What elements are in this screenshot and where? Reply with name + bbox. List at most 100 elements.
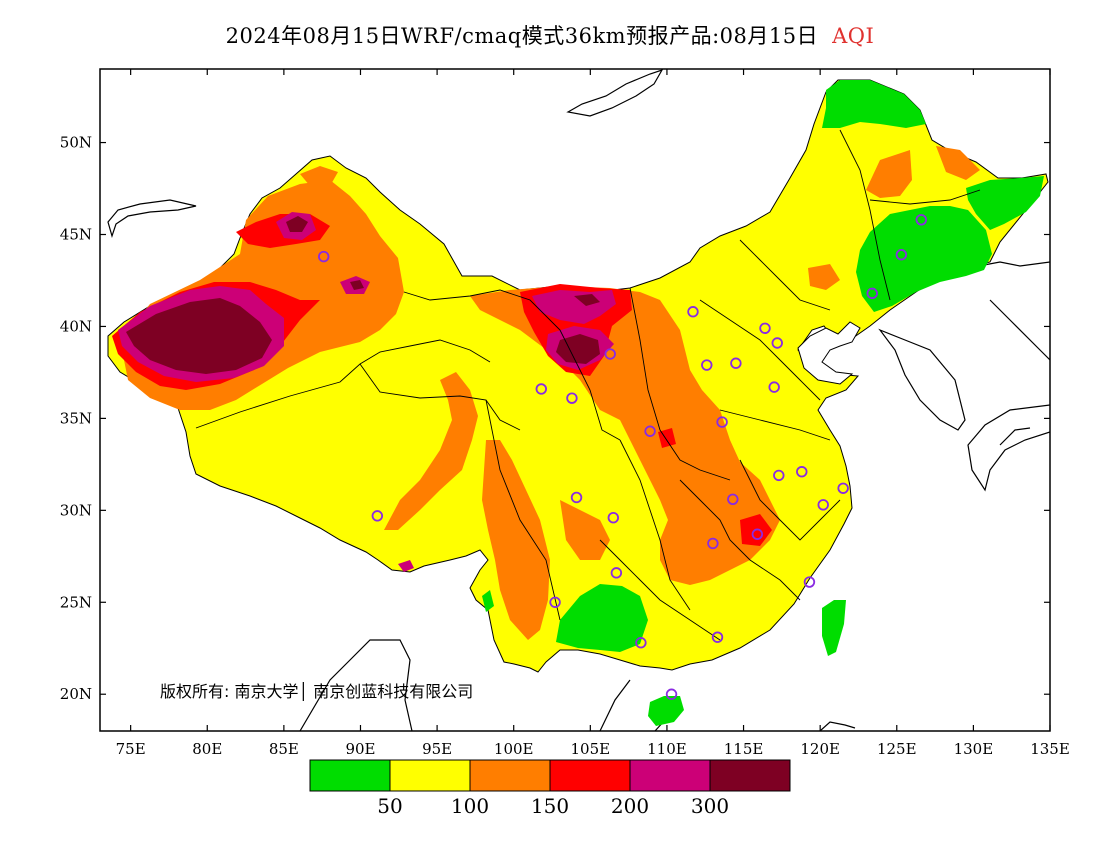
- green-hainan: [648, 696, 684, 726]
- copyright-text: 版权所有: 南京大学│ 南京创蓝科技有限公司: [160, 681, 473, 701]
- y-tick-label: 40N: [60, 317, 92, 335]
- station-marker: [644, 425, 656, 437]
- boundary-gansu: [403, 289, 621, 441]
- orange-north-central: [470, 286, 780, 585]
- boundary-xinjiang-tibet: [195, 339, 491, 429]
- station-marker: [727, 493, 739, 506]
- station-marker: [759, 322, 771, 334]
- station-marker: [817, 499, 829, 511]
- station-marker: [607, 511, 620, 524]
- coastline-balkhash: [107, 199, 197, 239]
- x-tick-label: 105E: [571, 740, 611, 758]
- coastline-japan: [967, 404, 1050, 492]
- aqi-green-zones: [482, 80, 1044, 726]
- green-greater-khingan: [822, 80, 926, 128]
- legend-label: 50: [377, 794, 402, 818]
- maroon-turpan: [350, 280, 364, 290]
- station-marker: [796, 466, 808, 478]
- x-tick-label: 95E: [422, 740, 452, 758]
- maroon-ordos: [556, 334, 600, 364]
- orange-altay: [300, 166, 338, 186]
- boundary-south-central: [679, 479, 801, 601]
- boundary-guizhou-guangxi: [599, 539, 721, 641]
- station-marker: [711, 631, 724, 643]
- green-yunnan-south: [556, 584, 648, 652]
- station-marker: [895, 249, 908, 261]
- station-marker: [665, 688, 678, 700]
- boundary-shanxi-shaanxi: [629, 287, 731, 481]
- station-marker: [773, 469, 785, 482]
- x-tick-label: 135E: [1030, 740, 1070, 758]
- station-marker: [751, 528, 764, 540]
- legend-label: 200: [611, 794, 649, 818]
- bohai-sea: [797, 321, 861, 385]
- boundary-tibet-sichuan: [485, 399, 561, 621]
- boundary-qinghai-tibet: [359, 363, 521, 431]
- x-tick-label: 90E: [345, 740, 375, 758]
- x-tick-label: 120E: [800, 740, 840, 758]
- station-marker: [635, 637, 647, 649]
- legend-swatch: [629, 759, 711, 792]
- station-marker: [837, 482, 849, 494]
- maroon-alxa: [574, 294, 600, 306]
- green-heilongjiang-east: [966, 176, 1044, 230]
- y-tick-label: 25N: [60, 593, 92, 611]
- station-markers: [318, 214, 927, 700]
- y-tick-label: 45N: [60, 226, 92, 244]
- station-marker: [535, 383, 547, 395]
- legend-swatch: [549, 759, 631, 792]
- green-taiwan: [822, 600, 846, 656]
- green-jilin: [856, 206, 992, 312]
- x-tick-label: 125E: [877, 740, 917, 758]
- station-marker: [803, 576, 816, 588]
- orange-sichuan: [560, 500, 610, 560]
- orange-inner-mongolia: [808, 264, 840, 290]
- map-frame: [99, 68, 1051, 732]
- legend-swatch: [709, 759, 791, 792]
- x-tick-label: 75E: [116, 740, 146, 758]
- x-tick-label: 130E: [954, 740, 994, 758]
- purple-tibet-south: [398, 560, 414, 572]
- coastline-korea: [878, 328, 966, 431]
- title-text: 2024年08月15日WRF/cmaq模式36km预报产品:08月15日: [225, 24, 819, 48]
- boundary-chongqing-hubei: [619, 439, 691, 611]
- x-tick-label: 80E: [192, 740, 222, 758]
- orange-tibet-east: [384, 372, 478, 530]
- maroon-junggar: [286, 216, 308, 232]
- y-axis: 20N 25N 30N 35N 40N 45N 50N: [60, 134, 1050, 703]
- station-marker: [866, 287, 878, 300]
- legend-label: 150: [531, 794, 569, 818]
- y-tick-label: 20N: [60, 685, 92, 703]
- y-tick-label: 50N: [60, 134, 92, 152]
- title-product-label: AQI: [832, 24, 875, 48]
- y-tick-label: 35N: [60, 409, 92, 427]
- aqi-maroon-zones: [126, 216, 600, 374]
- orange-northeast: [936, 146, 980, 180]
- boundary-hebei-shandong: [699, 299, 821, 401]
- map-title: 2024年08月15日WRF/cmaq模式36km预报产品:08月15日 AQI: [0, 20, 1100, 50]
- station-marker: [566, 392, 578, 404]
- station-marker: [716, 416, 728, 428]
- x-axis: 75E 80E 85E 90E 95E 100E 105E 110E 115E 120E 125E 1…: [116, 69, 1070, 758]
- legend-swatch: [309, 759, 391, 792]
- boundary-heilongjiang-jilin: [869, 189, 981, 205]
- legend-swatch: [389, 759, 471, 792]
- x-tick-label: 115E: [724, 740, 764, 758]
- orange-hengduan: [482, 440, 550, 640]
- boundary-inner-mongolia-east: [839, 129, 891, 301]
- map-layers: [107, 69, 1050, 731]
- aqi-legend: 50 100 150 200 300: [309, 759, 791, 818]
- station-marker: [610, 567, 623, 579]
- station-marker: [549, 596, 561, 608]
- station-marker: [730, 357, 742, 369]
- x-tick-label: 100E: [494, 740, 534, 758]
- coastline-baikal: [566, 69, 664, 117]
- station-marker: [701, 359, 713, 371]
- station-marker: [687, 306, 699, 318]
- station-marker: [371, 510, 384, 522]
- orange-heilongjiang: [866, 150, 912, 198]
- station-marker: [570, 491, 583, 504]
- boundary-jiangxi-zhejiang: [739, 459, 841, 541]
- coastline-bay-of-bengal: [299, 639, 413, 731]
